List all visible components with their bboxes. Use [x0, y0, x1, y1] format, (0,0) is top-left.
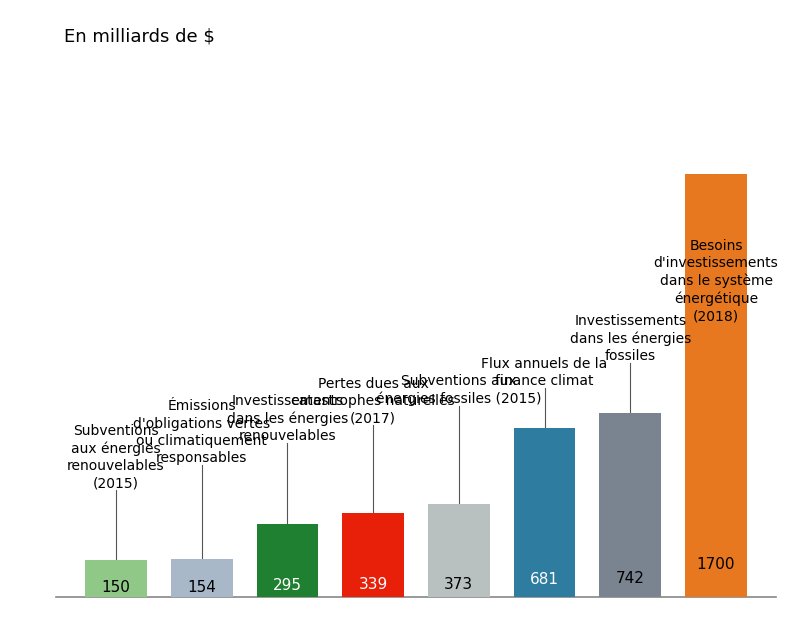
Text: Subventions aux
énergies fossiles (2015): Subventions aux énergies fossiles (2015) [376, 374, 542, 406]
Bar [342, 513, 404, 597]
Text: 339: 339 [358, 577, 388, 592]
Text: 1700: 1700 [697, 557, 735, 572]
Text: Pertes dues aux
catastrophes naturelles
(2017): Pertes dues aux catastrophes naturelles … [291, 377, 455, 425]
Text: 154: 154 [187, 580, 216, 595]
Text: 681: 681 [530, 572, 559, 587]
Text: 150: 150 [102, 580, 130, 595]
Text: Flux annuels de la
finance climat: Flux annuels de la finance climat [482, 357, 608, 388]
Bar [85, 560, 147, 597]
Text: En milliards de $: En milliards de $ [64, 28, 215, 46]
Bar [257, 524, 318, 597]
Bar [514, 428, 575, 597]
Bar [599, 412, 661, 597]
Text: Investissements
dans les énergies
fossiles: Investissements dans les énergies fossil… [570, 314, 691, 363]
Text: 742: 742 [616, 571, 645, 586]
Bar [428, 504, 490, 597]
Bar [171, 559, 233, 597]
Bar [685, 174, 747, 597]
Text: Subventions
aux énergies
renouvelables
(2015): Subventions aux énergies renouvelables (… [67, 424, 165, 490]
Text: Besoins
d'investissements
dans le système
énergétique
(2018): Besoins d'investissements dans le systèm… [654, 239, 778, 323]
Text: Émissions
d'obligations vertes
ou climatiquement
responsables: Émissions d'obligations vertes ou climat… [133, 399, 270, 465]
Text: Investissements
dans les énergies
renouvelables: Investissements dans les énergies renouv… [227, 394, 348, 443]
Text: 373: 373 [444, 577, 474, 592]
Text: 295: 295 [273, 578, 302, 593]
